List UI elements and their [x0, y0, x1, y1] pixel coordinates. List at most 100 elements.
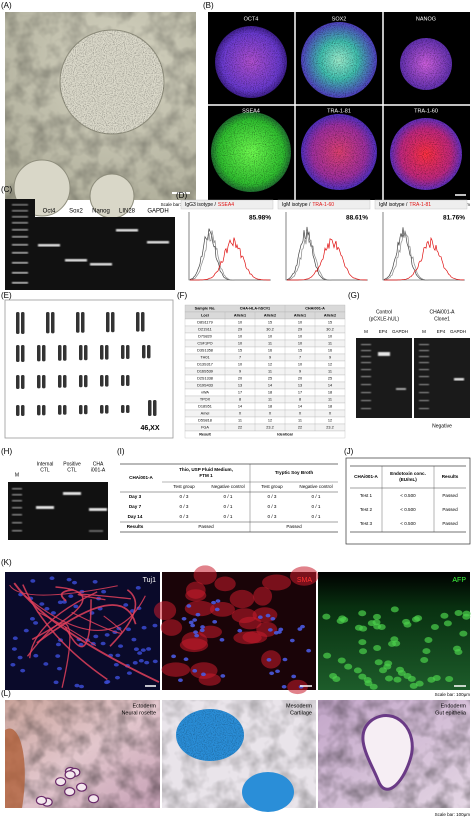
- lane-label: GAPDH: [392, 329, 408, 334]
- table-cell: < 0.500: [400, 507, 416, 512]
- table-cell: Test 3: [360, 521, 373, 526]
- marker-label: TRA-1-60: [312, 202, 334, 208]
- table-cell: Allele1: [234, 314, 246, 318]
- nucleus: [306, 648, 312, 653]
- flow-axes: [382, 212, 465, 281]
- table-cell: D3S1358: [197, 349, 213, 353]
- table-cell: 25: [268, 377, 272, 381]
- table-cell: D21S11: [198, 328, 211, 332]
- table-cell: Allele2: [324, 314, 336, 318]
- table-cell: TPOX: [200, 398, 211, 402]
- table-cell: Passed: [442, 521, 458, 526]
- panel-k-cells: [9, 565, 471, 695]
- table-cell: 10: [238, 321, 242, 325]
- chromosome: [21, 345, 25, 362]
- afp-cell: [453, 645, 462, 652]
- afp-cell: [358, 639, 367, 646]
- lane-label: GAPDH: [450, 329, 466, 334]
- nucleus: [100, 641, 106, 646]
- table-cell: 12: [268, 419, 272, 423]
- group-title: (pCXLE-hUL): [369, 316, 399, 322]
- gland: [87, 794, 100, 804]
- table-cell: 0 / 3: [268, 494, 277, 499]
- table-cell: Test group: [261, 484, 283, 489]
- nucleus: [237, 628, 243, 633]
- layer-label: Endoderm: [441, 703, 467, 709]
- table-cell: CHAi001-A: [129, 475, 153, 480]
- table-cell: 18: [328, 391, 332, 395]
- panel-label: (A): [1, 1, 12, 10]
- scale-bar-label: Scale bar: 100μm: [161, 202, 197, 207]
- nucleus: [23, 628, 29, 633]
- ladder-band: [361, 376, 371, 378]
- marker-label: AFP: [452, 577, 466, 584]
- nucleus: [219, 638, 225, 642]
- afp-cell: [443, 620, 452, 627]
- lane-label: CTL: [40, 467, 50, 473]
- chromosome: [105, 405, 109, 414]
- ladder-band: [361, 392, 371, 394]
- flow-curve: [286, 226, 367, 281]
- nucleus: [10, 662, 16, 667]
- nucleus: [33, 653, 39, 658]
- panel-b-image: [208, 12, 470, 200]
- table-cell: 0 / 1: [312, 504, 321, 509]
- table-cell: 22: [298, 426, 302, 430]
- afp-cell: [373, 645, 382, 652]
- table-cell: Test 2: [360, 507, 373, 512]
- flow-curve: [383, 227, 464, 281]
- percent-label: 81.76%: [443, 215, 465, 222]
- table-cell: 9: [239, 370, 241, 374]
- panel-label: (K): [1, 558, 12, 567]
- afp-cell: [430, 624, 439, 631]
- table-cell: 23.2: [326, 426, 333, 430]
- table-cell: 15: [238, 349, 242, 353]
- ladder-band: [361, 362, 371, 364]
- table-cell: 15: [328, 321, 332, 325]
- nucleus: [291, 674, 297, 679]
- nucleus: [289, 638, 295, 643]
- table-cell: 13: [238, 384, 242, 388]
- table-cell: 18: [328, 405, 332, 409]
- ladder-band: [419, 369, 429, 371]
- layer-label: Neural rosette: [121, 710, 156, 716]
- table-cell: Endotoxin conc.: [390, 471, 426, 476]
- panel-e-frame: [4, 299, 174, 439]
- marker-label: SSEA4: [242, 108, 260, 114]
- nucleus: [178, 678, 183, 682]
- gland: [64, 787, 76, 797]
- panel-label: (C): [1, 185, 12, 194]
- sma-cell: [238, 616, 262, 630]
- afp-cell: [383, 663, 392, 670]
- table-cell: 20: [238, 377, 242, 381]
- gel-band: [65, 259, 87, 262]
- table-cell: Negative control: [211, 484, 244, 489]
- chromosome: [16, 312, 20, 334]
- nucleus: [297, 627, 303, 631]
- table-row: [184, 388, 346, 397]
- nucleus: [183, 657, 189, 662]
- table-cell: 11: [268, 370, 272, 374]
- sma-cell: [160, 619, 183, 636]
- nucleus: [55, 654, 61, 658]
- neurite: [60, 588, 74, 602]
- nucleus: [278, 627, 284, 632]
- panel-a-image: [5, 12, 196, 219]
- table-cell: Allele1: [294, 314, 306, 318]
- table-cell: 10: [298, 321, 302, 325]
- table-cell: FGA: [201, 426, 209, 430]
- nucleus: [194, 633, 200, 638]
- sma-cell: [153, 601, 177, 621]
- lane-label: Nanog: [92, 209, 110, 215]
- chromosome: [63, 345, 67, 361]
- table-cell: X: [239, 412, 242, 416]
- table-cell: 18: [268, 391, 272, 395]
- sma-cell: [185, 589, 207, 602]
- scale-bar-label: Scale bar: 100μm: [435, 692, 471, 697]
- afp-cell: [364, 680, 373, 687]
- nucleus: [105, 679, 111, 684]
- nucleus: [17, 655, 23, 660]
- flow-title-bg: [277, 199, 371, 210]
- sma-cell: [214, 576, 236, 592]
- nucleus: [281, 684, 287, 689]
